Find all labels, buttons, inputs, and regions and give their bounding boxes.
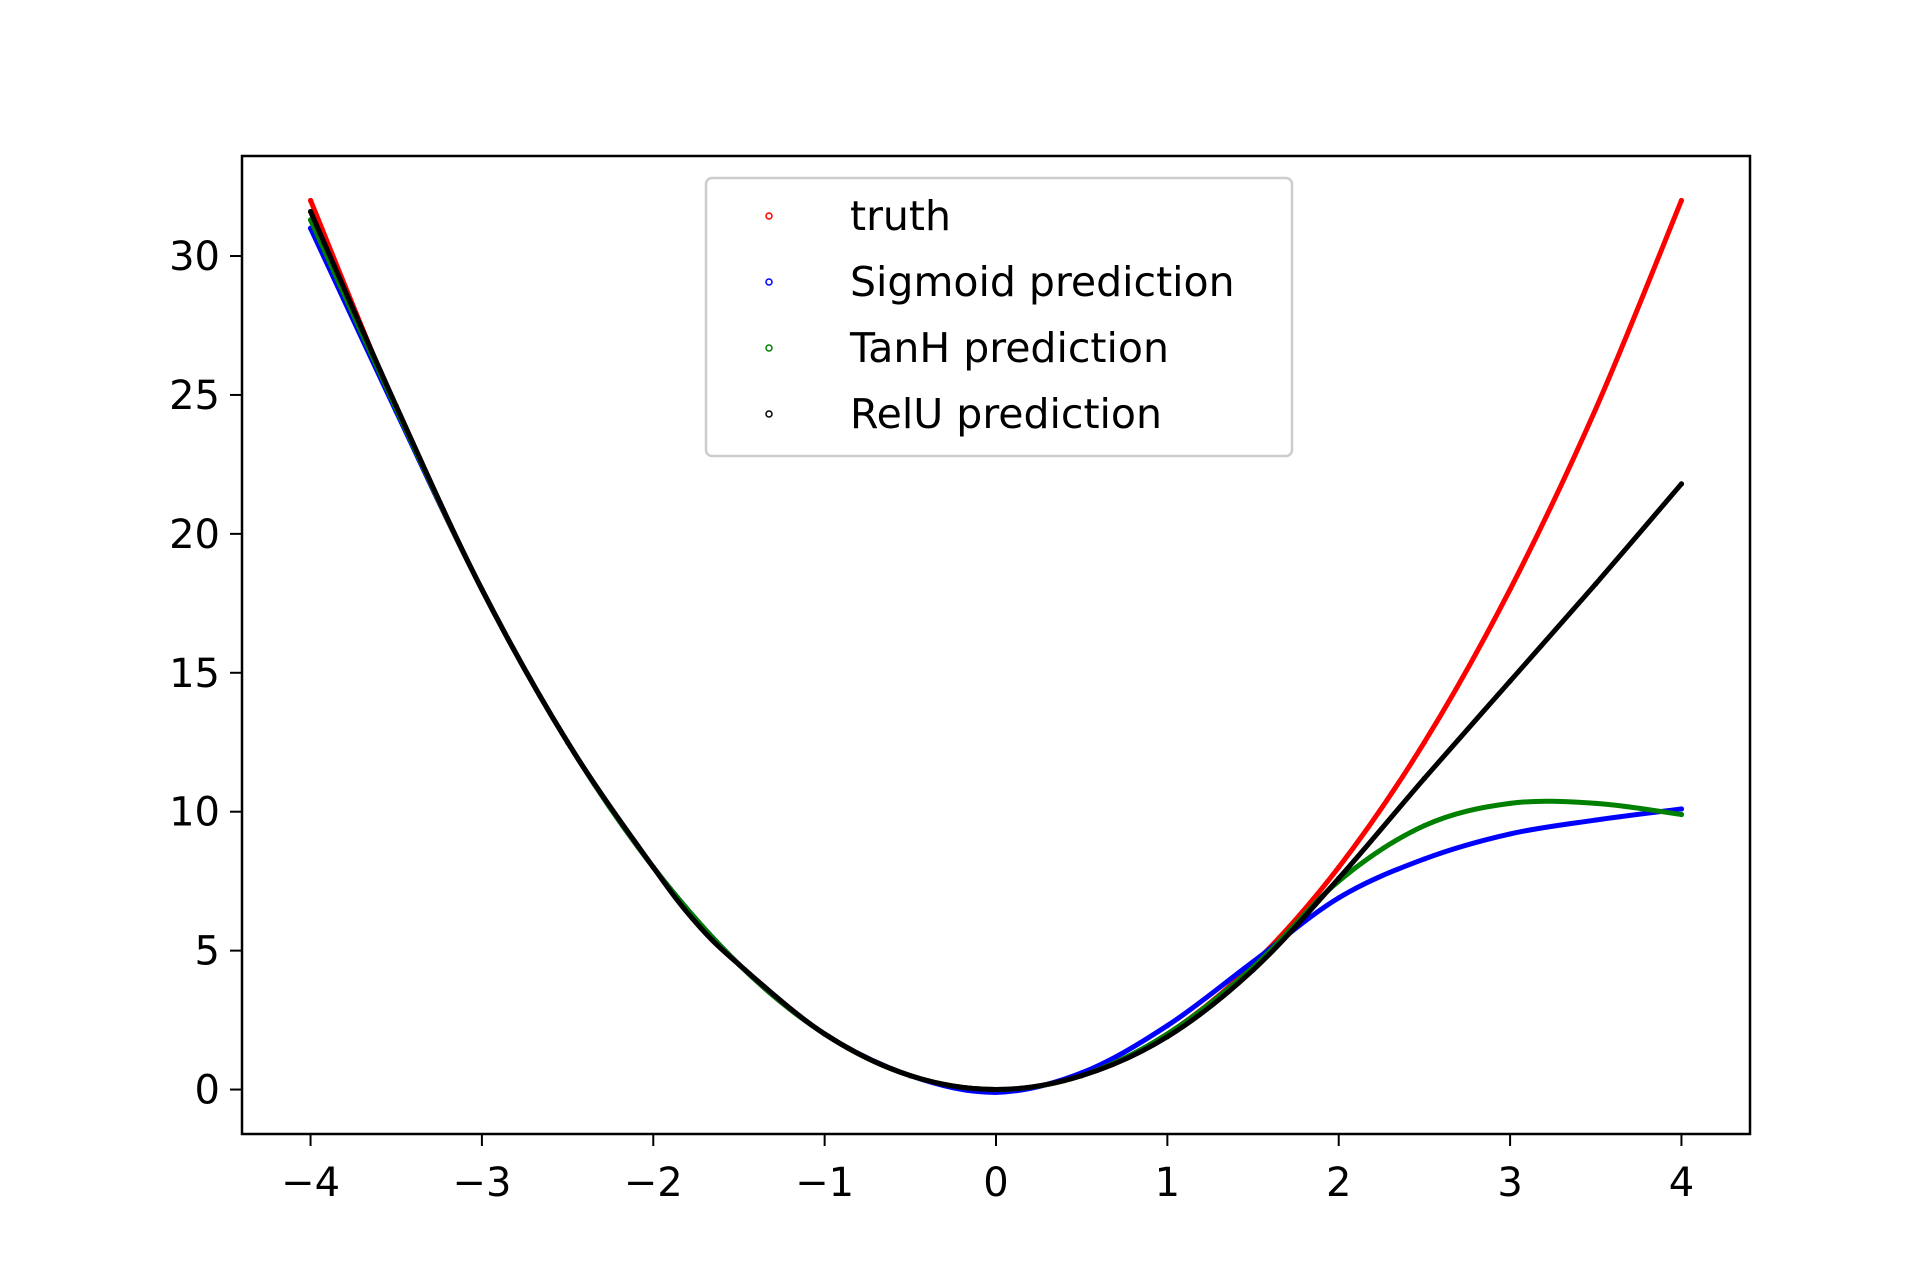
x-tick-label: −3	[452, 1160, 511, 1206]
data-point-relu-prediction	[1593, 581, 1599, 587]
data-point-relu-prediction	[1079, 1073, 1085, 1079]
legend-label-sigmoid-prediction: Sigmoid prediction	[850, 258, 1235, 306]
data-point-relu-prediction	[822, 1031, 828, 1037]
data-point-relu-prediction	[479, 586, 485, 593]
x-tick-label: 2	[1326, 1160, 1351, 1206]
data-point-sigmoid-prediction	[1164, 1023, 1170, 1029]
legend-label-relu-prediction: RelU prediction	[850, 390, 1162, 438]
series-line-relu-prediction	[308, 209, 1684, 1093]
data-point-relu-prediction	[1164, 1034, 1170, 1040]
data-point-relu-prediction	[1507, 678, 1513, 684]
data-point-sigmoid-prediction	[1507, 831, 1513, 837]
data-point-sigmoid-prediction	[1678, 806, 1685, 812]
y-tick-label: 10	[169, 790, 220, 836]
y-tick-label: 5	[195, 929, 220, 975]
data-point-truth	[1421, 739, 1428, 745]
y-axis: 0 5 10 15 20 25 30	[169, 234, 242, 1114]
data-point-truth	[1678, 197, 1685, 204]
x-axis: −4 −3 −2 −1 0 1 2 3 4	[281, 1134, 1694, 1206]
legend-label-tanh-prediction: TanH prediction	[849, 324, 1169, 372]
data-point-tanh-prediction	[1678, 811, 1685, 818]
data-point-sigmoid-prediction	[1336, 895, 1342, 901]
legend-marker-truth	[765, 212, 773, 220]
data-point-tanh-prediction	[1593, 800, 1599, 806]
x-tick-label: −4	[281, 1160, 340, 1206]
data-point-relu-prediction	[1678, 481, 1685, 487]
data-point-relu-prediction	[307, 208, 314, 215]
y-tick-label: 25	[169, 373, 220, 419]
y-tick-label: 30	[169, 234, 220, 280]
data-point-relu-prediction	[993, 1086, 999, 1093]
x-tick-label: 4	[1669, 1160, 1694, 1206]
data-point-relu-prediction	[564, 739, 571, 745]
data-point-relu-prediction	[1336, 875, 1342, 881]
data-point-tanh-prediction	[1421, 822, 1428, 829]
x-tick-label: 0	[983, 1160, 1008, 1206]
x-tick-label: −2	[624, 1160, 683, 1206]
y-tick-label: 0	[195, 1068, 220, 1114]
data-point-sigmoid-prediction	[1593, 817, 1599, 823]
x-tick-label: 3	[1497, 1160, 1522, 1206]
data-point-relu-prediction	[1250, 967, 1256, 973]
legend-label-truth: truth	[850, 192, 951, 240]
legend-box	[704, 176, 1294, 458]
data-point-relu-prediction	[393, 403, 399, 409]
x-tick-label: 1	[1155, 1160, 1180, 1206]
data-point-relu-prediction	[736, 961, 742, 968]
legend: truth Sigmoid prediction TanH prediction Re…	[704, 176, 1294, 458]
data-point-relu-prediction	[693, 920, 699, 926]
series-layer	[307, 197, 1685, 1095]
data-point-truth	[1593, 406, 1599, 412]
data-point-relu-prediction	[1421, 775, 1428, 781]
y-tick-label: 20	[169, 512, 220, 558]
data-point-sigmoid-prediction	[1421, 856, 1428, 862]
x-tick-label: −1	[795, 1160, 854, 1206]
data-point-truth	[1336, 864, 1342, 870]
series-relu-prediction	[307, 208, 1685, 1093]
legend-marker-relu-prediction	[765, 410, 773, 418]
legend-marker-tanh-prediction	[765, 344, 773, 352]
data-point-truth	[1507, 586, 1513, 593]
data-point-truth	[307, 197, 314, 204]
data-point-relu-prediction	[650, 864, 656, 870]
data-point-tanh-prediction	[1507, 800, 1513, 806]
data-point-relu-prediction	[907, 1073, 913, 1079]
legend-marker-sigmoid-prediction	[765, 278, 773, 286]
y-tick-label: 15	[169, 651, 220, 697]
